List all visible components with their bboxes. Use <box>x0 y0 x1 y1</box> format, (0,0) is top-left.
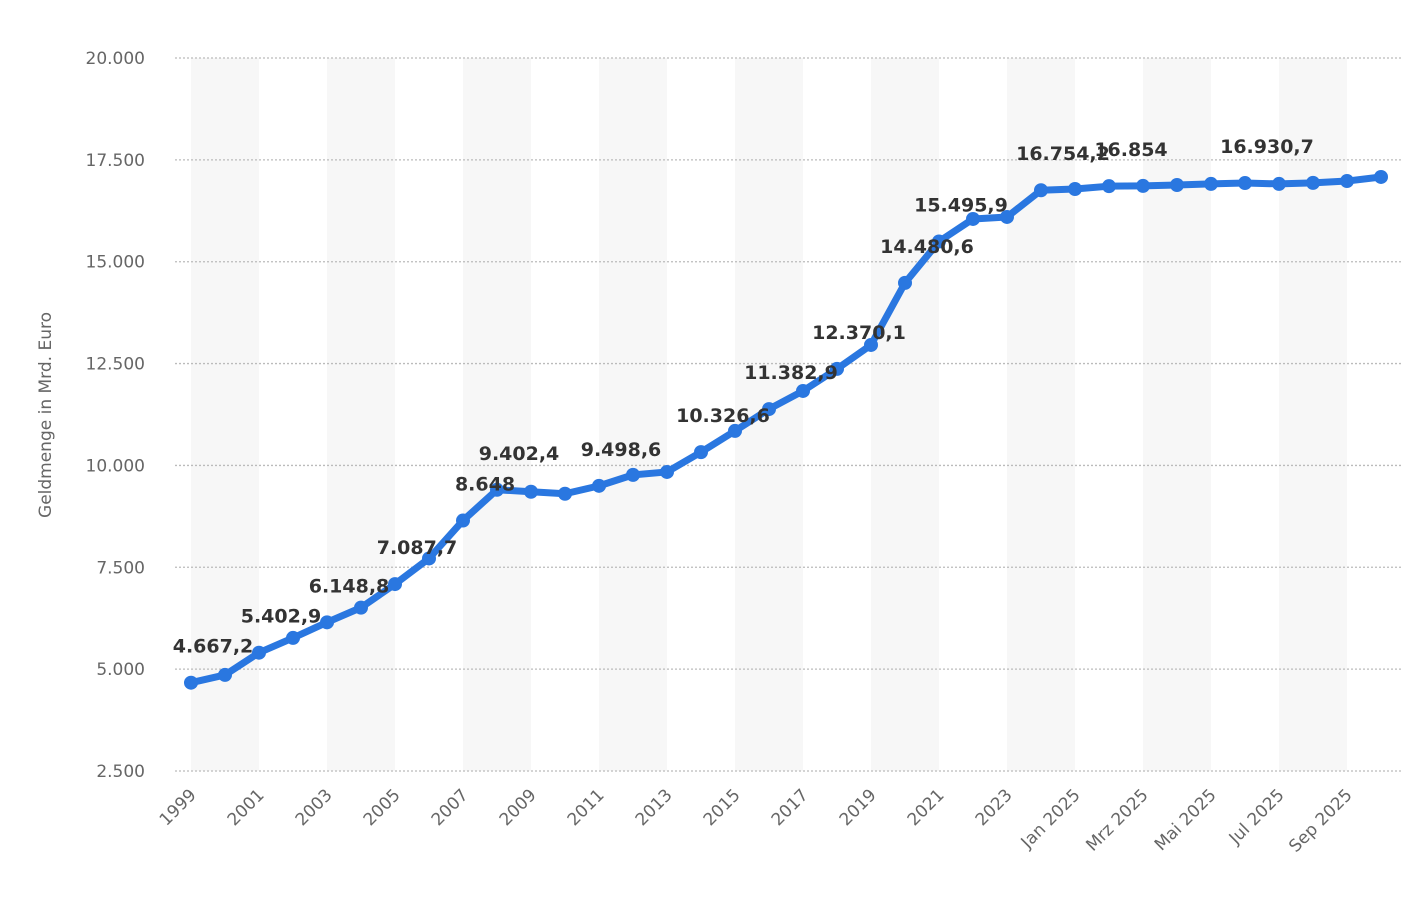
data-label: 9.402,4 <box>479 443 560 465</box>
y-axis-label: Geldmenge in Mrd. Euro <box>36 312 56 518</box>
band <box>1143 58 1211 771</box>
data-label: 12.370,1 <box>812 322 906 344</box>
data-point <box>320 615 334 630</box>
data-point <box>660 464 674 479</box>
data-point <box>354 600 368 615</box>
y-tick-label: 20.000 <box>86 49 145 69</box>
y-axis-ticks: 2.500 5.000 7.500 10.000 12.500 15.000 17.500 2… <box>86 49 145 782</box>
x-tick-label: Mai 2025 <box>1151 785 1221 855</box>
data-label: 16.754,2 <box>1016 143 1110 165</box>
gridlines <box>175 57 1402 772</box>
data-point <box>626 467 640 482</box>
data-label: 14.480,6 <box>880 236 974 258</box>
x-tick-label: 2009 <box>496 785 541 830</box>
data-point <box>388 577 402 592</box>
data-point <box>1068 181 1082 196</box>
data-point <box>1340 174 1354 189</box>
y-tick-label: 15.000 <box>86 253 145 273</box>
data-point <box>490 482 504 497</box>
data-point <box>1000 209 1014 224</box>
data-point <box>1272 176 1286 191</box>
data-label: 10.326,6 <box>676 405 770 427</box>
data-point <box>864 337 878 352</box>
x-tick-label: Jul 2025 <box>1225 785 1289 849</box>
data-point <box>932 234 946 249</box>
x-tick-label: 2017 <box>768 785 813 830</box>
x-tick-label: 2023 <box>972 785 1017 830</box>
x-tick-label: Mrz 2025 <box>1082 785 1152 855</box>
x-tick-label: 2001 <box>224 785 269 830</box>
data-point <box>218 667 232 682</box>
data-point <box>456 513 470 528</box>
data-label: 16.854 <box>1094 139 1167 161</box>
data-point <box>1238 176 1252 191</box>
data-label: 5.402,9 <box>241 606 322 628</box>
x-tick-label: Sep 2025 <box>1285 785 1356 856</box>
data-point <box>558 486 572 501</box>
x-tick-label: 2003 <box>292 785 337 830</box>
x-tick-label: Jan 2025 <box>1017 785 1085 853</box>
data-point <box>286 630 300 645</box>
data-point <box>1034 183 1048 198</box>
x-tick-label: 2021 <box>904 785 949 830</box>
data-labels: 4.667,2 5.402,9 6.148,8 7.087,7 8.648 9.402,4… <box>173 136 1314 658</box>
data-point <box>796 383 810 398</box>
band <box>599 58 667 771</box>
x-tick-label: 1999 <box>156 785 201 830</box>
series-points <box>184 169 1388 690</box>
data-label: 16.930,7 <box>1220 136 1314 158</box>
y-tick-label: 17.500 <box>86 151 145 171</box>
x-axis-ticks: 1999 2001 2003 2005 2007 2009 2011 2013 2015 2017… <box>156 785 1357 856</box>
x-tick-label: 2019 <box>836 785 881 830</box>
data-point <box>762 402 776 417</box>
x-tick-label: 2013 <box>632 785 677 830</box>
x-tick-label: 2005 <box>360 785 405 830</box>
data-label: 7.087,7 <box>377 537 458 559</box>
data-point <box>1102 179 1116 194</box>
x-tick-label: 2011 <box>564 785 609 830</box>
band <box>1007 58 1075 771</box>
data-label: 6.148,8 <box>309 575 390 597</box>
data-label: 4.667,2 <box>173 636 254 658</box>
data-point <box>524 484 538 499</box>
y-tick-label: 2.500 <box>96 762 145 782</box>
data-point <box>252 645 266 660</box>
data-point <box>966 211 980 226</box>
data-point <box>184 675 198 690</box>
data-point <box>1374 169 1388 184</box>
y-tick-label: 7.500 <box>96 558 145 578</box>
band <box>871 58 939 771</box>
data-point <box>694 445 708 460</box>
data-point <box>1170 177 1184 192</box>
data-point <box>898 275 912 290</box>
band <box>191 58 259 771</box>
data-point <box>592 478 606 493</box>
band <box>1279 58 1347 771</box>
data-point <box>728 423 742 438</box>
data-point <box>1136 178 1150 193</box>
band <box>463 58 531 771</box>
y-tick-label: 10.000 <box>86 456 145 476</box>
data-label: 8.648 <box>455 474 515 496</box>
y-tick-label: 5.000 <box>96 660 145 680</box>
data-point <box>830 361 844 376</box>
y-tick-label: 12.500 <box>86 355 145 375</box>
x-tick-label: 2007 <box>428 785 473 830</box>
data-label: 9.498,6 <box>581 439 662 461</box>
data-label: 15.495,9 <box>914 195 1008 217</box>
data-point <box>1204 176 1218 191</box>
band <box>327 58 395 771</box>
data-point <box>422 551 436 566</box>
x-tick-label: 2015 <box>700 785 745 830</box>
data-point <box>1306 175 1320 190</box>
data-label: 11.382,9 <box>744 362 838 384</box>
